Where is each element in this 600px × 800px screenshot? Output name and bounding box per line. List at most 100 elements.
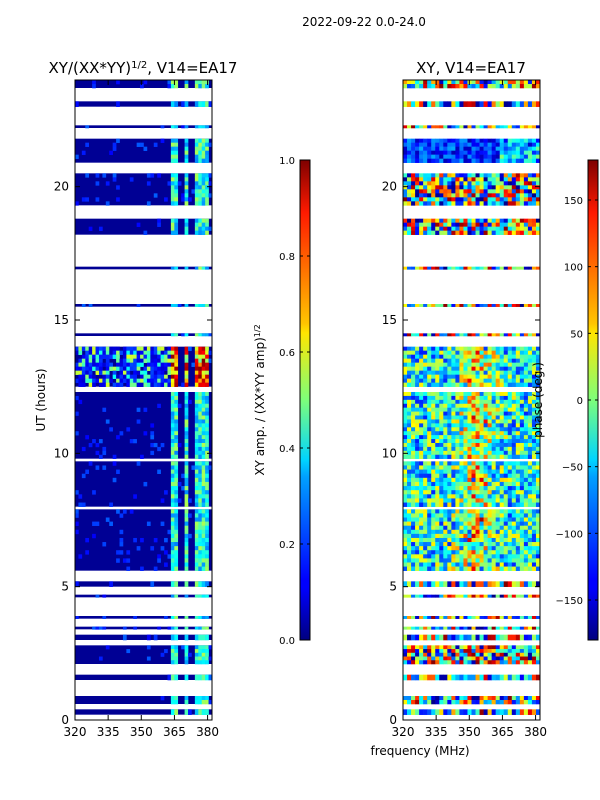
- right-heat-cell: [511, 411, 517, 416]
- left-heat-cell: [194, 173, 199, 178]
- right-heat-cell: [527, 461, 533, 466]
- right-heat-cell: [531, 226, 537, 231]
- left-heat-cell: [143, 374, 148, 379]
- right-heat-cell: [487, 80, 492, 85]
- right-heat-cell: [467, 439, 472, 444]
- right-heat-cell: [535, 197, 540, 202]
- left-heat-cell: [157, 374, 161, 379]
- left-heat-cell: [140, 84, 144, 89]
- left-heat-cell: [205, 181, 209, 186]
- right-heat-cell: [455, 439, 460, 444]
- right-heat-cell: [467, 550, 472, 555]
- right-heat-cell: [471, 366, 476, 371]
- right-heat-cell: [535, 382, 540, 387]
- right-heat-cell: [435, 177, 440, 182]
- right-heat-cell: [507, 594, 513, 598]
- right-heat-cell: [459, 626, 464, 630]
- right-heat-cell: [471, 594, 476, 598]
- right-heat-cell: [475, 222, 480, 227]
- right-heat-cell: [491, 201, 496, 206]
- left-heat-cell: [174, 125, 179, 129]
- right-heat-cell: [487, 374, 492, 379]
- right-heat-cell: [435, 378, 440, 383]
- left-heat-cell: [136, 304, 141, 307]
- right-heat-cell: [523, 446, 529, 452]
- right-heat-cell: [439, 362, 444, 367]
- right-heat-cell: [479, 477, 484, 483]
- right-heat-cell: [531, 230, 537, 235]
- right-heat-cell: [423, 193, 428, 198]
- right-heat-cell: [427, 222, 432, 227]
- left-heat-cell: [184, 358, 189, 363]
- right-heat-cell: [483, 529, 488, 535]
- right-heat-cell: [455, 427, 460, 432]
- right-heat-cell: [491, 709, 496, 715]
- left-heat-cell: [205, 230, 209, 235]
- right-heat-cell: [535, 502, 540, 507]
- right-heat-cell: [487, 382, 492, 387]
- right-heat-cell: [519, 446, 525, 452]
- right-heat-cell: [411, 442, 416, 448]
- right-heat-cell: [527, 442, 533, 448]
- right-heat-cell: [491, 542, 496, 547]
- right-heat-cell: [419, 626, 424, 630]
- left-heat-cell: [198, 594, 203, 598]
- left-heat-cell: [205, 546, 209, 551]
- right-heat-cell: [419, 350, 424, 355]
- right-heat-cell: [427, 554, 432, 559]
- left-heat-cell: [194, 266, 199, 270]
- right-heat-cell: [535, 558, 540, 563]
- right-heat-cell: [451, 660, 456, 665]
- right-heat-cell: [419, 562, 424, 567]
- right-heat-cell: [483, 374, 488, 379]
- right-heat-cell: [511, 517, 517, 522]
- left-heat-cell: [194, 674, 199, 681]
- left-heat-cell: [184, 146, 189, 151]
- right-heat-cell: [443, 354, 448, 359]
- right-heat-cell: [523, 173, 529, 178]
- right-heat-cell: [443, 138, 448, 143]
- right-heat-cell: [411, 554, 416, 559]
- right-heat-cell: [415, 403, 420, 408]
- right-heat-cell: [451, 411, 456, 416]
- left-heat-cell: [184, 513, 189, 518]
- right-heat-cell: [487, 461, 492, 466]
- right-heat-cell: [423, 354, 428, 359]
- left-heat-cell: [184, 431, 189, 436]
- right-heat-cell: [483, 454, 488, 459]
- right-heat-cell: [507, 649, 513, 654]
- right-heat-cell: [523, 419, 529, 424]
- right-heat-cell: [443, 490, 448, 495]
- left-heat-cell: [170, 502, 175, 507]
- right-heat-cell: [431, 222, 436, 227]
- right-heat-cell: [527, 411, 533, 416]
- right-heat-cell: [427, 181, 432, 186]
- right-heat-cell: [435, 554, 440, 559]
- right-heat-cell: [447, 660, 452, 665]
- right-heat-cell: [527, 84, 533, 89]
- left-heat-cell: [136, 366, 141, 371]
- right-heat-cell: [479, 626, 484, 630]
- right-heat-cell: [527, 395, 533, 401]
- right-heat-cell: [531, 181, 537, 186]
- right-heat-cell: [495, 146, 501, 151]
- right-heat-cell: [423, 154, 428, 159]
- right-heat-cell: [403, 439, 408, 444]
- right-heat-cell: [531, 529, 537, 535]
- right-heat-cell: [447, 431, 452, 436]
- right-heat-cell: [459, 525, 464, 531]
- right-heat-cell: [495, 533, 501, 539]
- left-heat-cell: [116, 366, 120, 371]
- left-heat-cell: [146, 350, 151, 355]
- right-heat-cell: [423, 350, 428, 355]
- right-heat-cell: [531, 700, 537, 705]
- right-heat-cell: [519, 542, 525, 547]
- left-heat-cell: [198, 616, 203, 619]
- right-heat-cell: [515, 674, 521, 681]
- left-heat-cell: [160, 442, 165, 448]
- right-heat-cell: [411, 546, 416, 551]
- right-heat-cell: [519, 546, 525, 551]
- right-heat-cell: [455, 415, 460, 420]
- right-heat-cell: [471, 442, 476, 448]
